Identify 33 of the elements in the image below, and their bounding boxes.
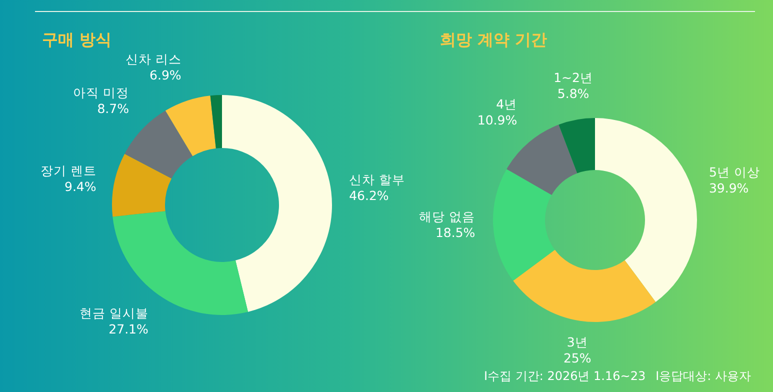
- chart-title: 구매 방식: [42, 30, 112, 51]
- donut-slice: [558, 118, 595, 174]
- donut-slice: [222, 95, 332, 312]
- data-label: 8.7%: [97, 101, 130, 116]
- slice-label: 1~2년: [554, 70, 593, 85]
- data-label: 46.2%: [349, 188, 389, 203]
- data-label: 5.8%: [557, 86, 590, 101]
- donut-slice: [493, 169, 555, 281]
- donut-slice: [165, 96, 216, 156]
- slice-label: 아직 미정: [72, 85, 129, 100]
- text: I수집 기간: 2026년 1.16~23: [484, 369, 646, 383]
- donut-slice: [210, 95, 222, 148]
- data-label: 18.5%: [435, 224, 476, 240]
- donut-slice: [595, 118, 697, 302]
- data-label: 25%: [563, 350, 592, 366]
- text: I응답대상: 사용자: [656, 369, 751, 383]
- slice-label: 4년: [496, 96, 518, 112]
- slice-label: 3년: [566, 334, 588, 350]
- data-label: 6.9%: [150, 68, 182, 83]
- slice-label: 현금 일시불: [79, 306, 148, 321]
- data-label: 9.4%: [64, 179, 96, 194]
- data-label: 39.9%: [708, 180, 749, 196]
- slice-label: 장기 렌트: [40, 163, 96, 178]
- slice-label: 신차 할부: [349, 172, 406, 187]
- chart-title: 희망 계약 기간: [440, 30, 548, 51]
- donut-slice: [112, 154, 172, 217]
- slice-label: 신차 리스: [125, 52, 182, 67]
- data-label: 10.9%: [477, 112, 518, 128]
- donut-slice: [513, 250, 656, 322]
- slice-label: 해당 없음: [419, 208, 476, 224]
- donut-slice: [506, 124, 578, 196]
- data-label: 27.1%: [108, 322, 149, 337]
- slice-label: 5년 이상: [708, 164, 760, 180]
